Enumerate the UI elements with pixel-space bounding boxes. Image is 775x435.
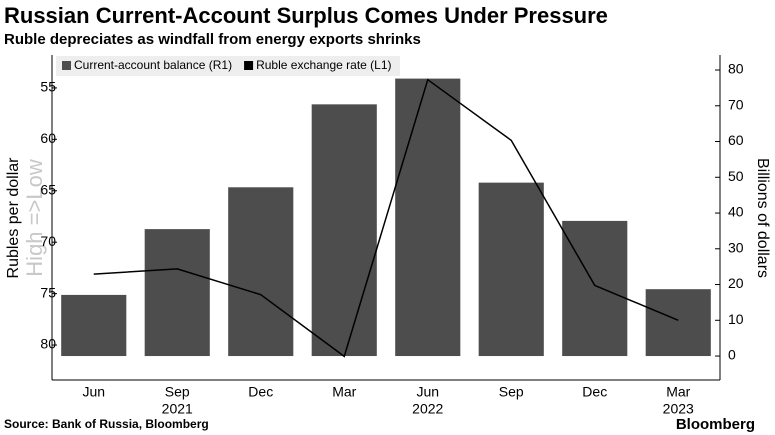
y2-tick-label: 70 [728,96,744,112]
legend-label: Current-account balance (R1) [74,58,232,72]
y2-tick-label: 50 [728,168,744,184]
y-tick-label: 75 [40,284,56,300]
bar [61,294,127,357]
bar [645,289,711,357]
x-tick-label: Jun [82,384,105,400]
brand: Bloomberg [676,416,755,433]
x-tick-label: Sep [499,384,524,400]
y2-tick-label: 80 [728,61,744,77]
y2-tick-label: 20 [728,275,744,291]
y-tick-label: 70 [40,233,56,249]
x-tick-label: Mar [332,384,356,400]
y-tick-label: 55 [40,79,56,95]
x-tick-label: Sep [165,384,190,400]
legend-box [56,56,400,76]
y-axis-note: High =>Low [22,159,47,277]
line [93,78,679,358]
x-tick-label: Dec [582,384,607,400]
chart-title: Russian Current-Account Surplus Comes Un… [4,3,608,28]
x-year-label: 2022 [412,401,443,417]
x-tick-label: Dec [248,384,273,400]
x-year-label: 2021 [162,401,193,417]
y2-tick-label: 30 [728,239,744,255]
x-tick-label: Mar [666,384,690,400]
chart-subtitle: Ruble depreciates as windfall from energ… [4,31,421,48]
bar [311,104,377,357]
y2-tick-label: 0 [728,347,736,363]
y-tick-label: 65 [40,181,56,197]
legend-swatch [244,61,254,70]
source: Source: Bank of Russia, Bloomberg [4,417,209,431]
bar [395,78,461,357]
legend-swatch [62,61,71,70]
y2-axis-label: Billions of dollars [754,158,771,278]
y2-tick-label: 10 [728,311,744,327]
legend-label: Ruble exchange rate (L1) [256,58,391,72]
x-year-label: 2023 [663,401,694,417]
bar [478,182,544,357]
y-axis-label: Rubles per dollar [5,157,22,279]
bar [144,229,210,357]
y2-tick-label: 40 [728,204,744,220]
y2-tick-label: 60 [728,132,744,148]
bar [562,220,628,357]
x-tick-label: Jun [416,384,439,400]
y-tick-label: 60 [40,130,56,146]
bar [228,187,294,357]
y-tick-label: 80 [40,336,56,352]
